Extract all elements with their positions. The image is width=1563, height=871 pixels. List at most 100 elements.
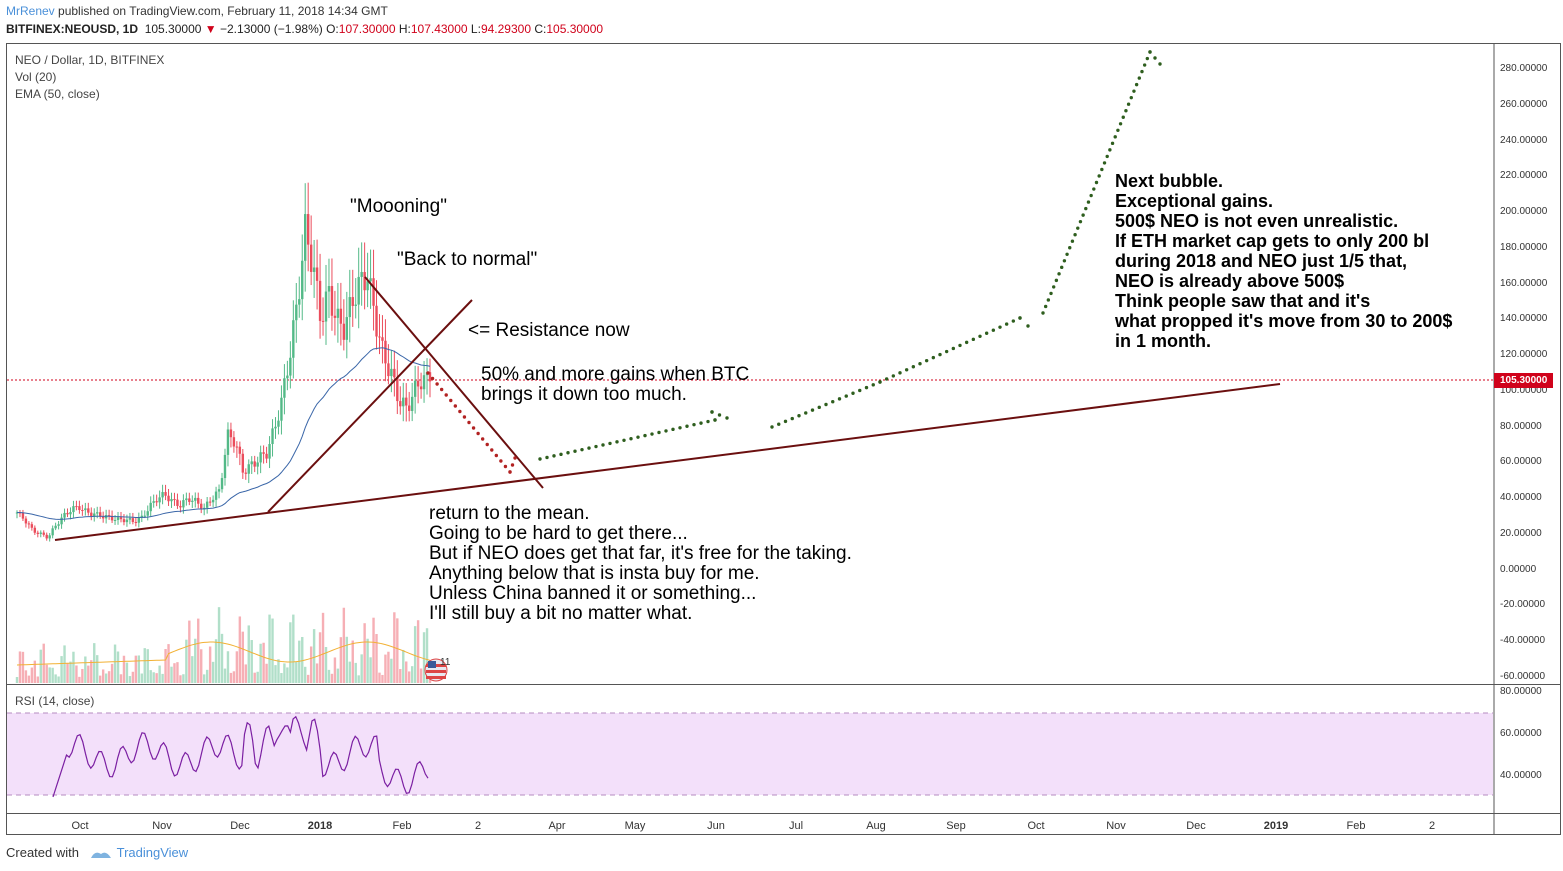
volume-bar	[54, 674, 57, 683]
volume-bar	[39, 649, 42, 683]
projection-dot-bubble	[1148, 50, 1152, 54]
projection-dot-bubble	[1121, 115, 1125, 119]
volume-bar	[119, 674, 123, 683]
projection-dot-recovery	[594, 444, 598, 449]
time-tick-label: Jul	[788, 820, 804, 832]
candle-body	[354, 304, 357, 306]
candle-body	[27, 523, 31, 525]
projection-dot-down	[426, 371, 430, 375]
projection-dot-growth	[871, 383, 875, 387]
volume-bar	[405, 661, 408, 683]
projection-dot-down	[435, 382, 439, 386]
volume-bar	[18, 651, 22, 683]
note-back-to-normal: "Back to normal"	[397, 249, 538, 270]
candle-body	[128, 518, 132, 520]
volume-bar	[369, 657, 372, 683]
projection-dot-growth	[1018, 316, 1022, 320]
volume-bar	[413, 626, 417, 683]
projection-dot-bubble	[1046, 298, 1051, 302]
low-label: L:	[470, 22, 481, 36]
projection-dot-recovery	[608, 441, 612, 446]
volume-bar	[318, 632, 322, 683]
time-tick-label: 2018	[307, 820, 333, 832]
open-value: 107.30000	[338, 22, 396, 36]
rsi-pane[interactable]	[6, 684, 1561, 814]
projection-dot-recovery	[629, 437, 633, 441]
volume-bar	[283, 663, 286, 683]
volume-bar	[306, 674, 310, 683]
candle-body	[143, 515, 146, 517]
candle-body	[122, 519, 126, 523]
candle-body	[312, 267, 316, 272]
resistance-trendline[interactable]	[364, 276, 544, 489]
candle-body	[244, 472, 247, 474]
publish-text: published on TradingView.com, February 1…	[54, 4, 388, 18]
price-tick-label: 40.00000	[1500, 492, 1542, 504]
support-trendline[interactable]	[54, 383, 1281, 541]
tradingview-link[interactable]: TradingView	[116, 845, 189, 860]
projection-dot-down	[458, 409, 462, 414]
volume-bar	[381, 674, 384, 683]
candle-body	[366, 281, 369, 291]
projection-dot-bubble	[1065, 252, 1069, 256]
projection-dot-growth	[1004, 322, 1009, 326]
candle-body	[309, 244, 313, 272]
author-link[interactable]: MrRenev	[6, 4, 55, 18]
candle-body	[113, 519, 117, 521]
time-tick-label: 2019	[1263, 820, 1289, 832]
projection-dot-bubble	[1116, 128, 1120, 132]
rising-trendline[interactable]	[267, 299, 473, 513]
legend-symbol[interactable]: NEO / Dollar, 1D, BITFINEX	[15, 53, 165, 67]
price-tick-label: 80.00000	[1500, 420, 1542, 432]
projection-dot-growth	[984, 331, 989, 335]
legend-volume[interactable]: Vol (20)	[15, 70, 57, 84]
projection-dot-recovery	[643, 433, 647, 438]
volume-bar	[167, 644, 170, 683]
candle-body	[146, 511, 149, 516]
projection-dot-bubble	[1078, 219, 1083, 224]
volume-bar	[235, 651, 239, 683]
candle-body	[259, 452, 262, 463]
volume-bar	[265, 663, 268, 683]
footer: Created with TradingView	[6, 845, 188, 860]
rsi-legend[interactable]: RSI (14, close)	[15, 694, 95, 708]
volume-bar	[247, 625, 250, 683]
volume-bar	[128, 676, 132, 683]
projection-dot-down	[444, 393, 448, 397]
volume-bar	[384, 654, 387, 683]
time-tick-label: 2	[474, 820, 482, 832]
candle-body	[333, 315, 337, 318]
candle-body	[298, 299, 301, 305]
projection-dot-bubble	[1158, 62, 1162, 66]
projection-dot-growth	[924, 358, 929, 363]
candle-body	[119, 517, 123, 520]
volume-bar	[315, 663, 319, 683]
legend-ema[interactable]: EMA (50, close)	[15, 87, 100, 101]
volume-bar	[330, 673, 334, 683]
volume-bar	[259, 643, 262, 683]
candle-body	[238, 446, 242, 454]
volume-bar	[375, 634, 378, 683]
volume-bar	[146, 649, 149, 683]
volume-bars	[15, 607, 432, 683]
candle-body	[107, 515, 111, 517]
projection-dot-growth	[904, 368, 909, 372]
projection-dot-recovery	[587, 446, 591, 450]
projection-dot-bubble	[1113, 135, 1117, 139]
candle-body	[422, 375, 426, 390]
candle-body	[265, 453, 268, 459]
time-axis[interactable]	[6, 813, 1561, 835]
volume-bar	[197, 618, 200, 683]
projection-dot-recovery	[566, 451, 570, 455]
candle-body	[348, 297, 351, 318]
projection-dot-growth	[770, 425, 774, 429]
candle-body	[57, 524, 60, 526]
volume-bar	[75, 665, 78, 683]
projection-dot-growth	[964, 340, 969, 345]
projection-dot-bubble	[1041, 311, 1045, 315]
note-mean: return to the mean. Going to be hard to …	[429, 503, 852, 624]
low-value: 94.29300	[480, 22, 531, 36]
candle-body	[93, 513, 96, 517]
projection-dot-bubble	[1070, 239, 1075, 243]
